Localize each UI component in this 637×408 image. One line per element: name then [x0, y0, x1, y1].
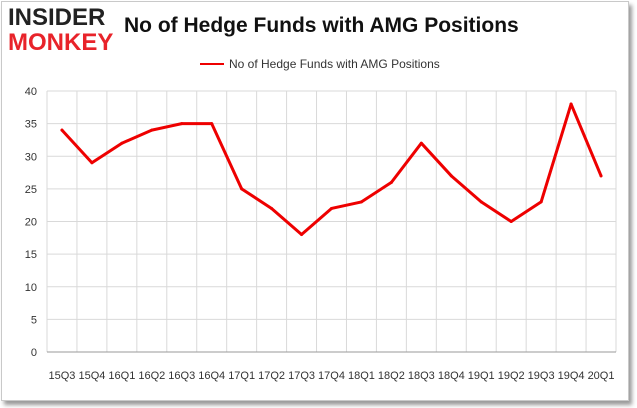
data-point: [210, 122, 214, 126]
data-point: [90, 161, 94, 165]
x-tick-label: 16Q1: [108, 370, 135, 382]
x-tick-label: 20Q1: [588, 370, 615, 382]
chart-title: No of Hedge Funds with AMG Positions: [124, 14, 519, 37]
data-point: [449, 174, 453, 178]
y-tick-label: 10: [25, 282, 37, 294]
legend-swatch: [200, 63, 224, 65]
data-point: [270, 206, 274, 210]
data-point: [359, 200, 363, 204]
y-tick-label: 5: [31, 314, 37, 326]
data-point: [569, 102, 573, 106]
y-tick-label: 15: [25, 249, 37, 261]
x-tick-label: 17Q2: [258, 370, 285, 382]
y-tick-label: 20: [25, 217, 37, 229]
logo-text-monkey: MONKEY: [8, 29, 114, 56]
legend-label: No of Hedge Funds with AMG Positions: [229, 57, 440, 71]
data-point: [150, 128, 154, 132]
y-tick-label: 0: [31, 347, 37, 359]
data-point: [300, 233, 304, 237]
x-tick-label: 16Q3: [168, 370, 195, 382]
grid-layer: [46, 90, 617, 352]
data-point: [240, 187, 244, 191]
x-tick-label: 19Q3: [528, 370, 555, 382]
data-point: [389, 180, 393, 184]
x-tick-label: 19Q2: [498, 370, 525, 382]
data-point: [479, 200, 483, 204]
x-tick-label: 17Q3: [288, 370, 315, 382]
series-layer: [60, 102, 603, 237]
y-tick-label: 30: [25, 151, 37, 163]
x-tick-label: 19Q4: [558, 370, 585, 382]
data-point: [60, 128, 64, 132]
x-tick-label: 19Q1: [468, 370, 495, 382]
y-tick-label: 25: [25, 184, 37, 196]
x-tick-label: 18Q4: [438, 370, 465, 382]
data-point: [330, 206, 333, 210]
logo-text-insider: INSIDER: [8, 4, 106, 31]
data-point: [180, 122, 184, 126]
x-tick-label: 17Q4: [318, 370, 345, 382]
x-tick-label: 18Q2: [378, 370, 405, 382]
insider-monkey-logo: INSIDER MONKEY: [8, 4, 116, 56]
data-point: [120, 141, 124, 145]
y-tick-label: 40: [25, 86, 37, 98]
data-point: [599, 174, 603, 178]
x-tick-label: 15Q4: [78, 370, 105, 382]
x-tick-label: 16Q4: [198, 370, 225, 382]
x-tick-label: 17Q1: [228, 370, 255, 382]
chart-frame: [1, 1, 629, 401]
x-tick-label: 15Q3: [49, 370, 76, 382]
data-point: [539, 200, 543, 204]
data-point: [419, 141, 423, 145]
x-tick-label: 16Q2: [138, 370, 165, 382]
data-point: [509, 220, 513, 223]
x-tick-label: 18Q3: [408, 370, 435, 382]
label-layer: 0 5 10 15 20 25 30 35 40 15Q3 15Q4 16Q1 16Q2 16Q3 16Q4…: [25, 86, 615, 382]
y-tick-label: 35: [25, 119, 37, 131]
x-tick-label: 18Q1: [348, 370, 375, 382]
